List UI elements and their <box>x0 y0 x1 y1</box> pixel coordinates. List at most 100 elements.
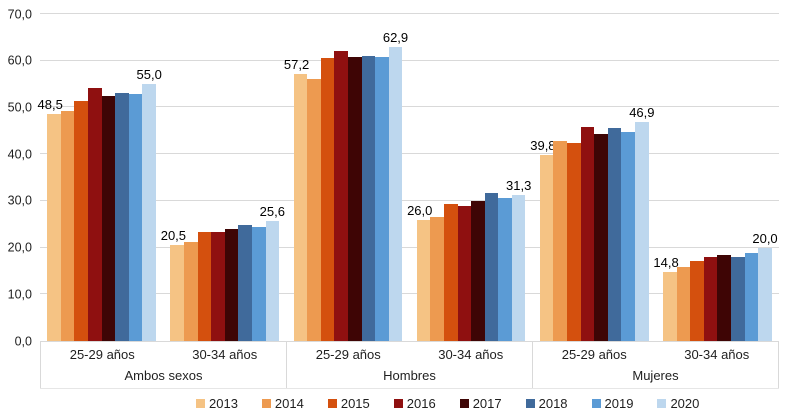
y-axis-tick-label: 70,0 <box>7 6 32 21</box>
bar-2018 <box>115 92 129 341</box>
bar-2015 <box>320 58 335 341</box>
bar-value-label: 25,6 <box>259 204 285 220</box>
bar-2013: 14,8 <box>653 256 679 341</box>
category-group: 25-29 años 30-34 años Hombres <box>286 342 532 388</box>
legend-swatch <box>261 399 271 408</box>
category-group: 25-29 años 30-34 años Ambos sexos <box>40 342 286 388</box>
category-subgroup-label: 30-34 años <box>438 346 504 362</box>
bar-2016 <box>703 257 718 341</box>
y-axis-tick-label: 20,0 <box>7 240 32 255</box>
legend-item: 2017 <box>459 396 502 411</box>
gridline <box>40 199 779 201</box>
y-axis-tick-label: 30,0 <box>7 193 32 208</box>
legend-year-label: 2020 <box>670 396 700 411</box>
bar-2019 <box>498 198 512 341</box>
bar-2013: 48,5 <box>38 98 63 341</box>
category-subgroup-label: 25-29 años <box>69 346 135 362</box>
bar-cluster: 39,8 46,9 <box>530 14 656 341</box>
bar-2015 <box>74 100 88 341</box>
bar-value-label: 39,8 <box>530 138 556 154</box>
bar-2014 <box>307 78 321 341</box>
legend-item: 2018 <box>525 396 568 411</box>
gridline <box>40 106 779 108</box>
bar-value-label: 20,0 <box>752 230 778 246</box>
category-group: 25-29 años 30-34 años Mujeres <box>532 342 779 388</box>
bar-value-label: 31,3 <box>506 177 532 193</box>
bar-cluster: 14,8 20,0 <box>653 14 779 341</box>
legend-swatch <box>327 399 337 408</box>
bar-2018 <box>484 192 499 341</box>
y-axis-tick-label: 10,0 <box>7 287 32 302</box>
category-group-label: Mujeres <box>632 368 679 384</box>
bar-2018 <box>361 56 376 341</box>
category-subgroup-label: 25-29 años <box>561 346 627 362</box>
category-subgroup-row: 25-29 años 30-34 años <box>287 342 532 366</box>
bar-cluster: 48,5 55,0 <box>38 14 163 341</box>
bar-2019 <box>375 56 389 341</box>
bar-2015 <box>443 203 458 341</box>
bar-2020: 55,0 <box>137 68 162 341</box>
bar-value-label: 26,0 <box>407 202 433 218</box>
bar-2014 <box>430 217 444 341</box>
bar-2020: 46,9 <box>629 106 655 341</box>
bar-value-label: 20,5 <box>160 228 187 244</box>
legend-year-label: 2013 <box>209 396 238 411</box>
bar-2018 <box>731 257 745 341</box>
bar-2016 <box>87 88 102 341</box>
category-group-label: Hombres <box>383 368 436 384</box>
bar-2013: 26,0 <box>407 204 432 341</box>
bar-2014 <box>553 140 568 341</box>
bar-2014 <box>676 266 691 341</box>
legend-item: 2013 <box>196 397 238 410</box>
legend-swatch <box>196 399 205 408</box>
legend-swatch <box>591 399 601 408</box>
bar-2015 <box>197 232 212 341</box>
bar-2020: 31,3 <box>506 179 531 341</box>
bar-2017 <box>224 229 239 341</box>
x-axis: 25-29 años 30-34 años Ambos sexos 25-29 año… <box>40 341 779 389</box>
gridline <box>40 153 779 155</box>
y-axis-tick-label: 60,0 <box>7 53 32 68</box>
bar-2018 <box>238 225 252 341</box>
bar-value-label: 62,9 <box>382 30 409 46</box>
bar-2013: 57,2 <box>284 58 309 341</box>
category-subgroup-label: 30-34 años <box>192 346 258 362</box>
bar-value-label: 46,9 <box>629 104 655 120</box>
legend-item: 2016 <box>393 396 436 411</box>
legend-year-label: 2017 <box>472 396 502 411</box>
legend-year-label: 2015 <box>340 396 370 411</box>
legend-year-label: 2018 <box>538 396 568 411</box>
gridline <box>40 293 779 295</box>
legend-swatch <box>459 399 469 408</box>
y-axis-tick-label: 40,0 <box>7 146 32 161</box>
bar-value-label: 14,8 <box>653 254 679 270</box>
gridline <box>40 13 779 14</box>
bar-2017 <box>594 133 608 341</box>
category-subgroup-row: 25-29 años 30-34 años <box>41 342 286 366</box>
bar-2017 <box>471 200 485 341</box>
bar-groups: 48,5 55,0 20,5 25,6 57,2 62,9 26,0 31,3 39,8 46,9… <box>38 14 779 341</box>
legend-year-label: 2016 <box>406 396 436 411</box>
y-axis-tick-label: 0,0 <box>14 333 32 348</box>
legend-item: 2014 <box>261 396 304 411</box>
legend-swatch <box>525 399 535 408</box>
y-axis-tick-label: 50,0 <box>7 100 32 115</box>
bar-2018 <box>607 127 622 341</box>
bar-2017 <box>347 57 362 341</box>
bar-value-label: 55,0 <box>136 67 162 83</box>
bar-2019 <box>251 227 266 341</box>
bar-2020: 62,9 <box>383 31 408 341</box>
bar-cluster: 26,0 31,3 <box>407 14 533 341</box>
legend-item: 2019 <box>591 397 633 410</box>
legend-year-label: 2014 <box>274 396 304 411</box>
category-group-label: Ambos sexos <box>124 368 203 384</box>
legend: 2013 2014 2015 2016 2017 2018 2019 2020 <box>196 397 699 410</box>
bar-2019 <box>744 253 759 341</box>
bar-2016 <box>211 231 225 341</box>
bar-2020: 20,0 <box>752 232 778 341</box>
legend-item: 2020 <box>657 397 699 410</box>
bar-2020: 25,6 <box>260 205 285 341</box>
plot-area: 48,5 55,0 20,5 25,6 57,2 62,9 26,0 31,3 39,8 46,9… <box>38 13 779 341</box>
category-subgroup-label: 25-29 años <box>315 346 381 362</box>
